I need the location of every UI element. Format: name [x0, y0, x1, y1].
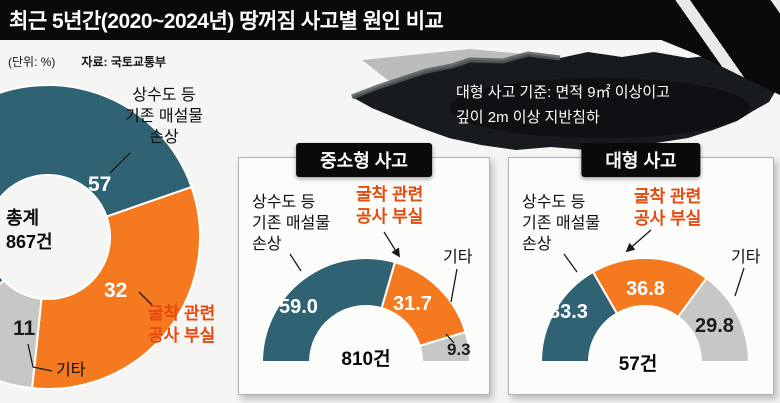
panel-title-small-medium: 중소형 사고: [296, 143, 432, 177]
page-title: 최근 5년간(2020~2024년) 땅꺼짐 사고별 원인 비교: [9, 10, 444, 33]
mid-value-excavation: 31.7: [393, 293, 432, 315]
source-label: 자료: 국토교통부: [81, 55, 167, 69]
total-center-value: 867건: [6, 232, 53, 252]
total-value-water: 57: [88, 173, 112, 196]
pointer-total-etc: [27, 343, 53, 372]
mid-total-count: 810건: [341, 349, 391, 370]
large-value-etc: 29.8: [695, 315, 734, 337]
large-value-excavation: 36.8: [626, 278, 665, 300]
criteria-line-2: 깊이 2m 이상 지반침하: [456, 109, 600, 126]
large-accident-criteria-note: 대형 사고 기준: 면적 9㎡ 이상이고 깊이 2m 이상 지반침하: [456, 80, 670, 130]
large-label-excavation: 굴착 관련 공사 부실: [634, 187, 702, 228]
mid-value-etc: 9.3: [447, 340, 471, 359]
meta-row: (단위: %) 자료: 국토교통부: [8, 53, 166, 70]
unit-label: (단위: %): [8, 55, 56, 69]
total-value-excavation: 32: [104, 279, 128, 302]
total-label-etc: 기타: [56, 362, 86, 379]
pointer-total-water: [109, 152, 131, 174]
total-center-title: 총계: [6, 208, 40, 228]
total-label-water-damage: 상수도 등 기존 매설물 손상: [124, 87, 204, 146]
total-label-excavation: 굴착 관련 공사 부실: [148, 304, 216, 345]
large-label-water-damage: 상수도 등 기존 매설물 손상: [522, 194, 601, 253]
mid-label-etc: 기타: [443, 249, 473, 266]
mid-label-water-damage: 상수도 등 기존 매설물 손상: [252, 194, 331, 253]
large-total-count: 57건: [618, 354, 658, 375]
mid-label-excavation: 굴착 관련 공사 부실: [356, 185, 424, 226]
panel-title-large: 대형 사고: [581, 143, 701, 177]
large-label-etc: 기타: [731, 249, 761, 266]
mid-value-water: 59.0: [279, 296, 318, 318]
total-center-label: 총계 867건: [6, 206, 78, 254]
total-value-etc: 11: [13, 317, 36, 340]
criteria-line-1: 대형 사고 기준: 면적 9㎡ 이상이고: [456, 84, 670, 101]
large-value-water: 33.3: [549, 301, 588, 323]
